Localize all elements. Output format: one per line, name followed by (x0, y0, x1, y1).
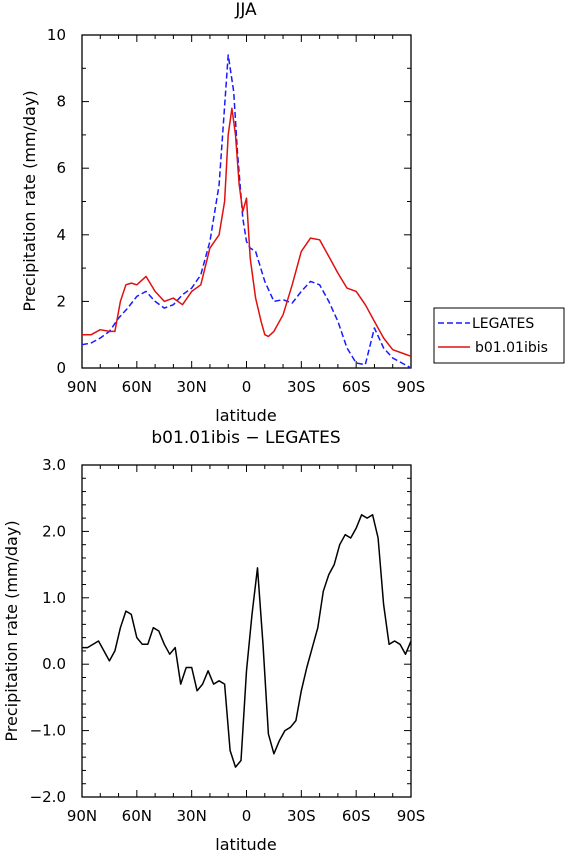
top-series-line-1 (82, 107, 412, 358)
bottom-x-tick-label: 30N (177, 807, 207, 825)
bottom-y-tick-label: −1.0 (30, 722, 66, 740)
bottom-ticks: 90N 60N 30N 0 30S 60S 90S −2.0 −1.0 0.0 1.0 2.0 3.0 (30, 456, 426, 825)
bottom-x-tick-label: 90S (397, 807, 426, 825)
top-series-line-0 (81, 54, 412, 369)
bottom-y-tick-label: 1.0 (42, 589, 66, 607)
top-x-axis-label: latitude (215, 406, 276, 425)
bottom-x-tick-label: 60S (342, 807, 371, 825)
bottom-x-tick-label: 0 (242, 807, 252, 825)
top-x-tick-label: 30N (177, 378, 207, 396)
top-x-tick-label: 60S (342, 378, 371, 396)
top-y-tick-label: 4 (56, 226, 66, 244)
legend-label-model: b01.01ibis (475, 340, 548, 356)
bottom-x-tick-label: 30S (287, 807, 316, 825)
bottom-x-tick-label: 60N (122, 807, 152, 825)
top-y-tick-label: 2 (56, 292, 66, 310)
top-y-tick-label: 8 (56, 93, 66, 111)
bottom-chart-title: b01.01ibis − LEGATES (151, 428, 340, 448)
legend-box (433, 307, 565, 364)
bottom-x-tick-label: 90N (67, 807, 97, 825)
top-series (81, 54, 412, 369)
top-y-tick-label: 0 (56, 359, 66, 377)
bottom-y-tick-label: 3.0 (42, 456, 66, 474)
legend: LEGATES b01.01ibis (433, 307, 565, 364)
top-x-tick-label: 90N (67, 378, 97, 396)
bottom-y-tick-label: 2.0 (42, 522, 66, 540)
top-x-tick-label: 60N (122, 378, 152, 396)
top-y-tick-label: 10 (47, 26, 66, 44)
top-ticks: 90N 60N 30N 0 30S 60S 90S 0 2 4 6 8 10 (47, 26, 425, 396)
bottom-series (82, 514, 412, 768)
bottom-series-line-0 (82, 514, 412, 768)
top-x-tick-label: 0 (242, 378, 252, 396)
bottom-y-tick-label: −2.0 (30, 788, 66, 806)
legend-label-legates: LEGATES (472, 316, 534, 332)
top-chart-title: JJA (234, 0, 257, 20)
top-x-tick-label: 90S (397, 378, 426, 396)
top-y-tick-label: 6 (56, 159, 66, 177)
top-y-axis-label: Precipitation rate (mm/day) (20, 90, 39, 311)
bottom-y-tick-label: 0.0 (42, 655, 66, 673)
bottom-y-axis-label: Precipitation rate (mm/day) (2, 520, 21, 741)
bottom-x-axis-label: latitude (215, 835, 276, 851)
top-x-tick-label: 30S (287, 378, 316, 396)
bottom-panel: b01.01ibis − LEGATES 90N 60N 30N 0 30S 60S 90S… (2, 428, 425, 851)
